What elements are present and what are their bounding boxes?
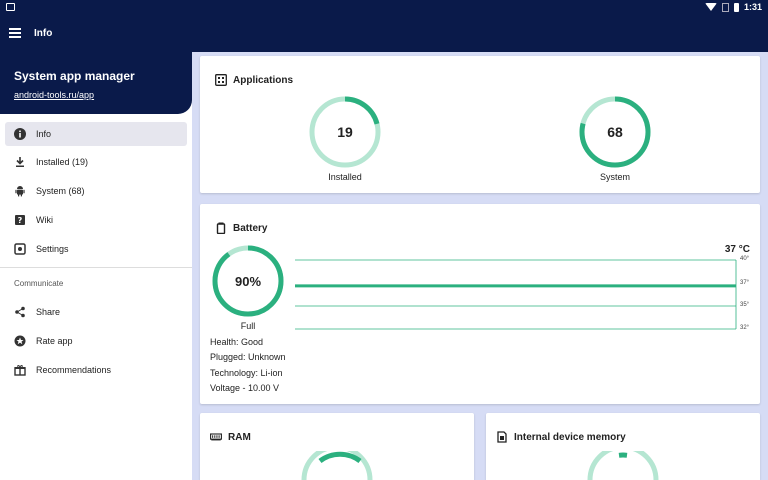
nav-item-label: Settings	[36, 244, 69, 254]
info-icon	[14, 128, 26, 140]
temperature-graph	[295, 259, 737, 330]
nav-item-system[interactable]: System (68)	[5, 179, 187, 203]
battery-icon	[215, 222, 227, 234]
battery-ring	[212, 245, 284, 317]
applications-title: Applications	[233, 74, 294, 86]
drawer-header: System app manager android-tools.ru/app	[0, 52, 192, 114]
installed-ring-arc	[309, 96, 381, 168]
status-icons: 1:31	[704, 2, 762, 12]
wifi-icon	[704, 3, 717, 11]
nav-item-settings[interactable]: Settings	[5, 237, 187, 261]
battery-plugged: Plugged: Unknown	[210, 352, 286, 362]
ram-title: RAM	[228, 431, 251, 443]
drawer-divider	[0, 267, 192, 268]
nav-item-installed[interactable]: Installed (19)	[5, 150, 187, 174]
nav-item-wiki[interactable]: ? Wiki	[5, 208, 187, 232]
system-ring-arc	[579, 96, 651, 168]
share-icon	[14, 306, 26, 318]
storage-icon	[496, 431, 508, 443]
nav-item-label: Share	[36, 307, 61, 317]
download-icon	[14, 156, 26, 168]
app-title: Info	[34, 28, 53, 39]
section-label: Communicate	[14, 279, 64, 288]
nav-item-label: Wiki	[36, 215, 53, 225]
image-notification-icon	[6, 3, 15, 11]
applications-card: Applications 19 Installed 68 System	[200, 56, 760, 193]
nav-item-label: Installed (19)	[36, 157, 89, 167]
internal-memory-title-row: Internal device memory	[496, 431, 626, 443]
drawer-title: System app manager	[14, 69, 135, 83]
system-ring	[579, 96, 651, 168]
app-bar: Info	[0, 15, 768, 52]
clock: 1:31	[743, 2, 762, 12]
battery-level: 90%	[234, 274, 262, 289]
ram-title-row: RAM	[210, 431, 251, 443]
battery-status-icon	[733, 2, 739, 12]
battery-card: Battery 90% Full Health: Good Plugged: U…	[200, 204, 760, 404]
memory-icon	[210, 431, 222, 443]
battery-ring-arc	[212, 245, 284, 317]
menu-icon[interactable]	[9, 28, 21, 38]
nav-item-label: Rate app	[36, 336, 73, 346]
nav-item-rate-app[interactable]: Rate app	[5, 329, 187, 353]
navigation-drawer: System app manager android-tools.ru/app …	[0, 52, 192, 480]
battery-status: Full	[240, 321, 256, 331]
settings-icon	[14, 243, 26, 255]
nav-item-recommendations[interactable]: Recommendations	[5, 358, 187, 382]
nav-item-info[interactable]: Info	[5, 122, 187, 146]
battery-technology: Technology: Li-ion	[210, 368, 283, 378]
nav-item-label: Info	[36, 129, 52, 139]
ram-card: RAM	[200, 413, 474, 480]
svg-text:?: ?	[18, 216, 23, 225]
android-icon	[14, 185, 26, 197]
tick-label-35: 35°	[740, 302, 750, 308]
tick-label-40: 40°	[740, 256, 750, 262]
internal-memory-ring	[587, 451, 659, 480]
installed-ring	[309, 96, 381, 168]
system-count: 68	[607, 124, 623, 140]
nav-item-share[interactable]: Share	[5, 300, 187, 324]
tick-label-37: 37°	[740, 280, 750, 286]
internal-memory-title: Internal device memory	[514, 431, 626, 443]
drawer-link[interactable]: android-tools.ru/app	[14, 90, 95, 100]
battery-voltage: Voltage - 10.00 V	[210, 383, 280, 393]
sim-icon	[721, 2, 729, 12]
nav-item-label: System (68)	[36, 186, 85, 196]
battery-temperature: 37 °C	[724, 244, 750, 255]
applications-title-row: Applications	[215, 74, 293, 86]
star-icon	[14, 335, 26, 347]
battery-health: Health: Good	[210, 337, 264, 347]
help-icon: ?	[14, 214, 26, 226]
nav-item-label: Recommendations	[36, 365, 112, 375]
ram-ring	[301, 451, 373, 480]
installed-caption: Installed	[328, 172, 362, 182]
system-caption: System	[599, 172, 630, 182]
installed-count: 19	[337, 124, 353, 140]
internal-memory-card: Internal device memory	[486, 413, 760, 480]
gift-icon	[14, 364, 26, 376]
tick-label-32: 32°	[740, 325, 750, 331]
battery-title: Battery	[233, 222, 268, 234]
apps-grid-icon	[215, 74, 227, 86]
status-bar: 1:31	[0, 0, 768, 15]
battery-title-row: Battery	[215, 222, 267, 234]
